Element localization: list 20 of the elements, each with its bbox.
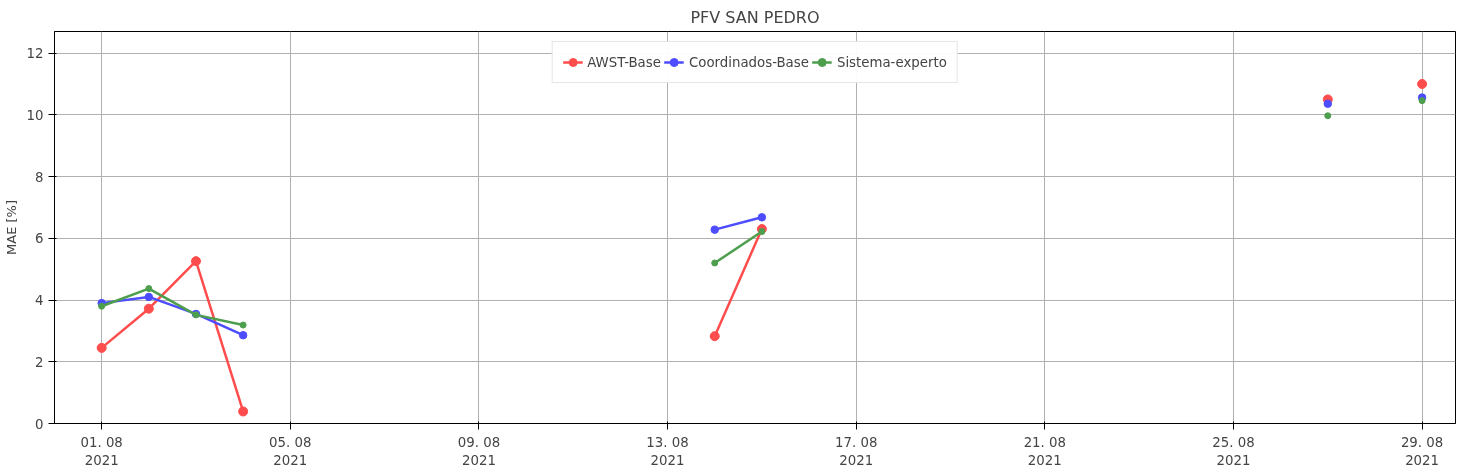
x-tick-label: 25. 08 2021 [1212, 434, 1255, 468]
y-tick-label: 10 [26, 107, 44, 123]
legend-label: AWST-Base [587, 54, 661, 70]
x-tick-label: 21. 08 2021 [1023, 434, 1067, 468]
x-tick-label: 29. 08 2021 [1400, 434, 1444, 468]
x-tick-label: 13. 08 2021 [646, 434, 689, 468]
x-tick-label: 01. 08 2021 [80, 434, 123, 468]
x-tick-label: 05. 08 2021 [269, 434, 312, 468]
x-tick-label: 17. 08 2021 [835, 434, 878, 468]
legend-label: Sistema-experto [836, 54, 947, 70]
y-tick-label: 4 [35, 293, 44, 309]
legend-label: Coordinados-Base [688, 54, 809, 70]
y-tick-label: 6 [35, 231, 44, 247]
y-tick-label: 8 [35, 169, 44, 185]
chart-title: PFV SAN PEDRO [690, 7, 820, 27]
y-tick-label: 2 [35, 354, 44, 370]
x-tick-label: 09. 08 2021 [457, 434, 501, 468]
y-axis-title: MAE [%] [3, 200, 19, 255]
y-tick-label: 0 [35, 416, 44, 432]
y-tick-label: 12 [26, 46, 44, 62]
